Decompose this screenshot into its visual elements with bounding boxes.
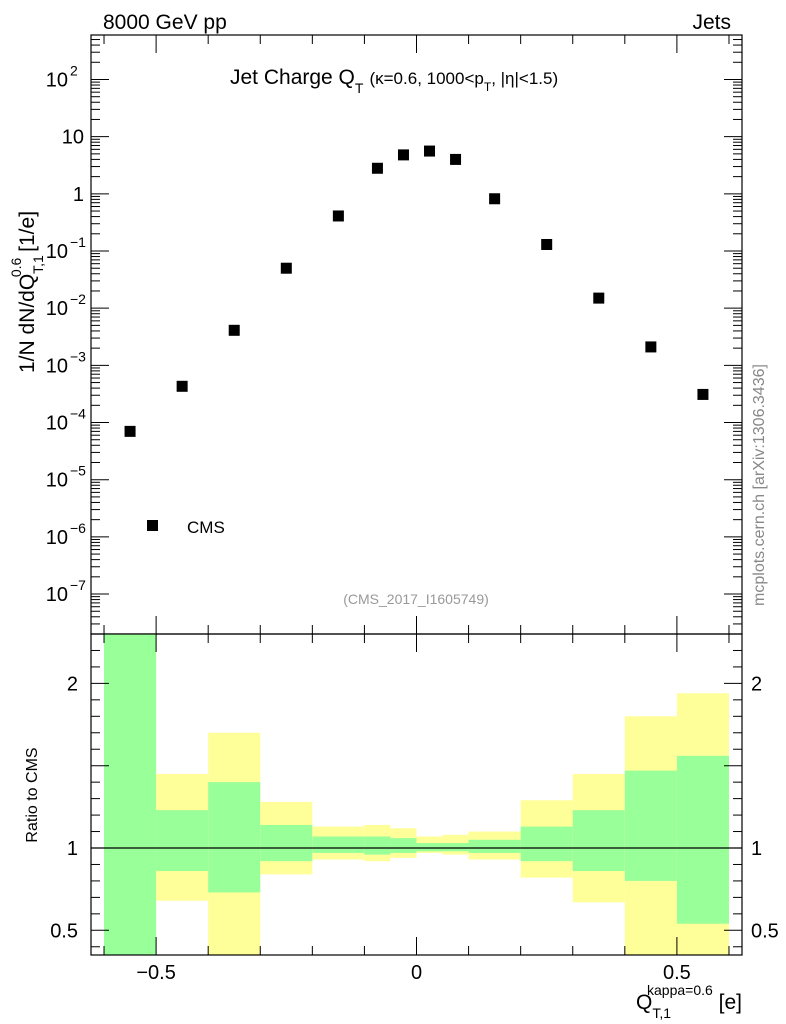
legend-label: CMS bbox=[187, 518, 225, 537]
ratio-y-tick-label-right: 2 bbox=[751, 673, 762, 695]
y-tick-exponent: 2 bbox=[70, 62, 78, 78]
y-tick-label: 10 bbox=[62, 127, 84, 149]
ratio-inner-band bbox=[312, 836, 365, 853]
ratio-inner-band bbox=[364, 836, 391, 855]
x-tick-label: 0 bbox=[411, 962, 422, 984]
y-tick-label: 10 bbox=[46, 413, 68, 435]
chart-title: Jet Charge QT (κ=0.6, 1000<pT, |η|<1.5) bbox=[230, 66, 558, 96]
header-right: Jets bbox=[692, 11, 731, 34]
y-tick-label: 1 bbox=[73, 184, 84, 206]
data-point bbox=[332, 210, 344, 222]
data-point bbox=[489, 193, 501, 205]
main-axis-ticks bbox=[91, 34, 742, 635]
data-point bbox=[697, 388, 709, 400]
data-point bbox=[124, 425, 136, 437]
y-tick-label: 10 bbox=[46, 241, 68, 263]
ratio-inner-band bbox=[260, 824, 313, 862]
data-point bbox=[541, 238, 553, 250]
ratio-inner-band bbox=[468, 839, 521, 853]
ratio-y-tick-label-right: 1 bbox=[751, 838, 762, 860]
ratio-axis-ticks bbox=[91, 634, 742, 955]
ratio-inner-band bbox=[208, 782, 261, 893]
data-point bbox=[424, 145, 436, 157]
y-tick-exponent: −7 bbox=[70, 577, 86, 593]
data-point bbox=[280, 262, 292, 274]
ratio-bands bbox=[104, 634, 729, 955]
ratio-inner-band bbox=[520, 826, 573, 862]
y-tick-exponent: −5 bbox=[70, 463, 86, 479]
ratio-y-tick-label-left: 1 bbox=[67, 838, 78, 860]
y-tick-label: 10 bbox=[46, 69, 68, 91]
x-tick-label: −0.5 bbox=[136, 962, 175, 984]
y-axis-label: 1/N dN/dQT,10.6 [1/e] bbox=[8, 211, 46, 373]
y-tick-label: 10 bbox=[46, 470, 68, 492]
x-tick-label: 0.5 bbox=[663, 962, 691, 984]
data-point bbox=[228, 324, 240, 336]
y-tick-exponent: −2 bbox=[70, 291, 86, 307]
ratio-tick-labels: 0.5 0.5 1 1 2 2 −0.5 0 0.5 bbox=[50, 673, 779, 984]
y-tick-exponent: −3 bbox=[70, 348, 86, 364]
data-point bbox=[176, 380, 188, 392]
ratio-y-tick-label-left: 2 bbox=[67, 673, 78, 695]
y-tick-exponent: −1 bbox=[70, 234, 86, 250]
data-point bbox=[450, 153, 462, 165]
ratio-inner-band bbox=[676, 755, 729, 924]
y-tick-exponent: −6 bbox=[70, 520, 86, 536]
y-tick-label: 10 bbox=[46, 527, 68, 549]
legend-marker bbox=[147, 520, 158, 531]
ratio-inner-band bbox=[416, 843, 443, 852]
ratio-y-tick-label-left: 0.5 bbox=[50, 920, 78, 942]
y-tick-label: 10 bbox=[46, 584, 68, 606]
y-tick-label: 10 bbox=[46, 298, 68, 320]
ratio-inner-band bbox=[624, 770, 677, 881]
data-point bbox=[371, 162, 383, 174]
ratio-plot-frame bbox=[90, 633, 743, 956]
ratio-panel: 0.5 0.5 1 1 2 2 −0.5 0 0.5 Ratio to CMS QT,1kapp… bbox=[24, 633, 779, 1021]
ratio-y-tick-label-right: 0.5 bbox=[751, 920, 779, 942]
ratio-inner-band bbox=[156, 810, 209, 872]
data-point bbox=[593, 292, 605, 304]
y-tick-exponent: −4 bbox=[70, 406, 86, 422]
ratio-inner-band bbox=[442, 843, 469, 852]
data-point bbox=[397, 149, 409, 161]
ratio-inner-band bbox=[390, 838, 417, 853]
ratio-inner-band bbox=[572, 810, 625, 872]
ratio-y-axis-label: Ratio to CMS bbox=[24, 747, 41, 842]
watermark: mcplots.cern.ch [arXiv:1306.3436] bbox=[751, 364, 768, 606]
reference-label: (CMS_2017_I1605749) bbox=[343, 591, 489, 607]
y-tick-label: 10 bbox=[46, 355, 68, 377]
x-axis-label: QT,1kappa=0.6 [e] bbox=[636, 982, 742, 1021]
data-points bbox=[124, 145, 709, 437]
header-left: 8000 GeV pp bbox=[103, 11, 227, 34]
data-point bbox=[645, 341, 657, 353]
ratio-inner-band bbox=[104, 634, 157, 955]
